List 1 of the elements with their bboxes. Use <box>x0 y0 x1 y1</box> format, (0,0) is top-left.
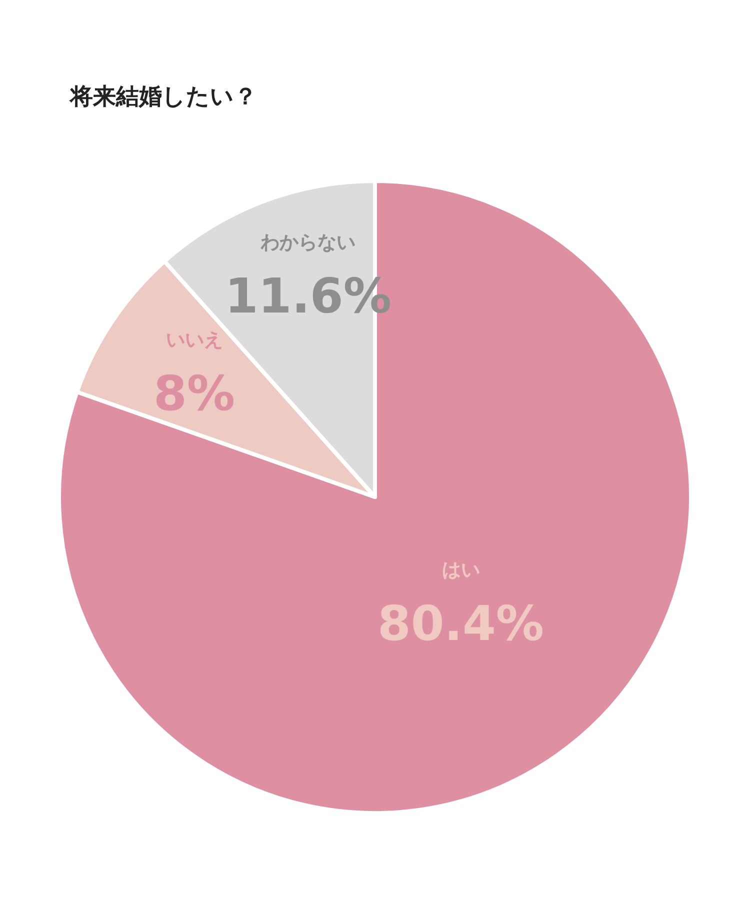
title: 将来結婚したい？ <box>70 84 257 110</box>
